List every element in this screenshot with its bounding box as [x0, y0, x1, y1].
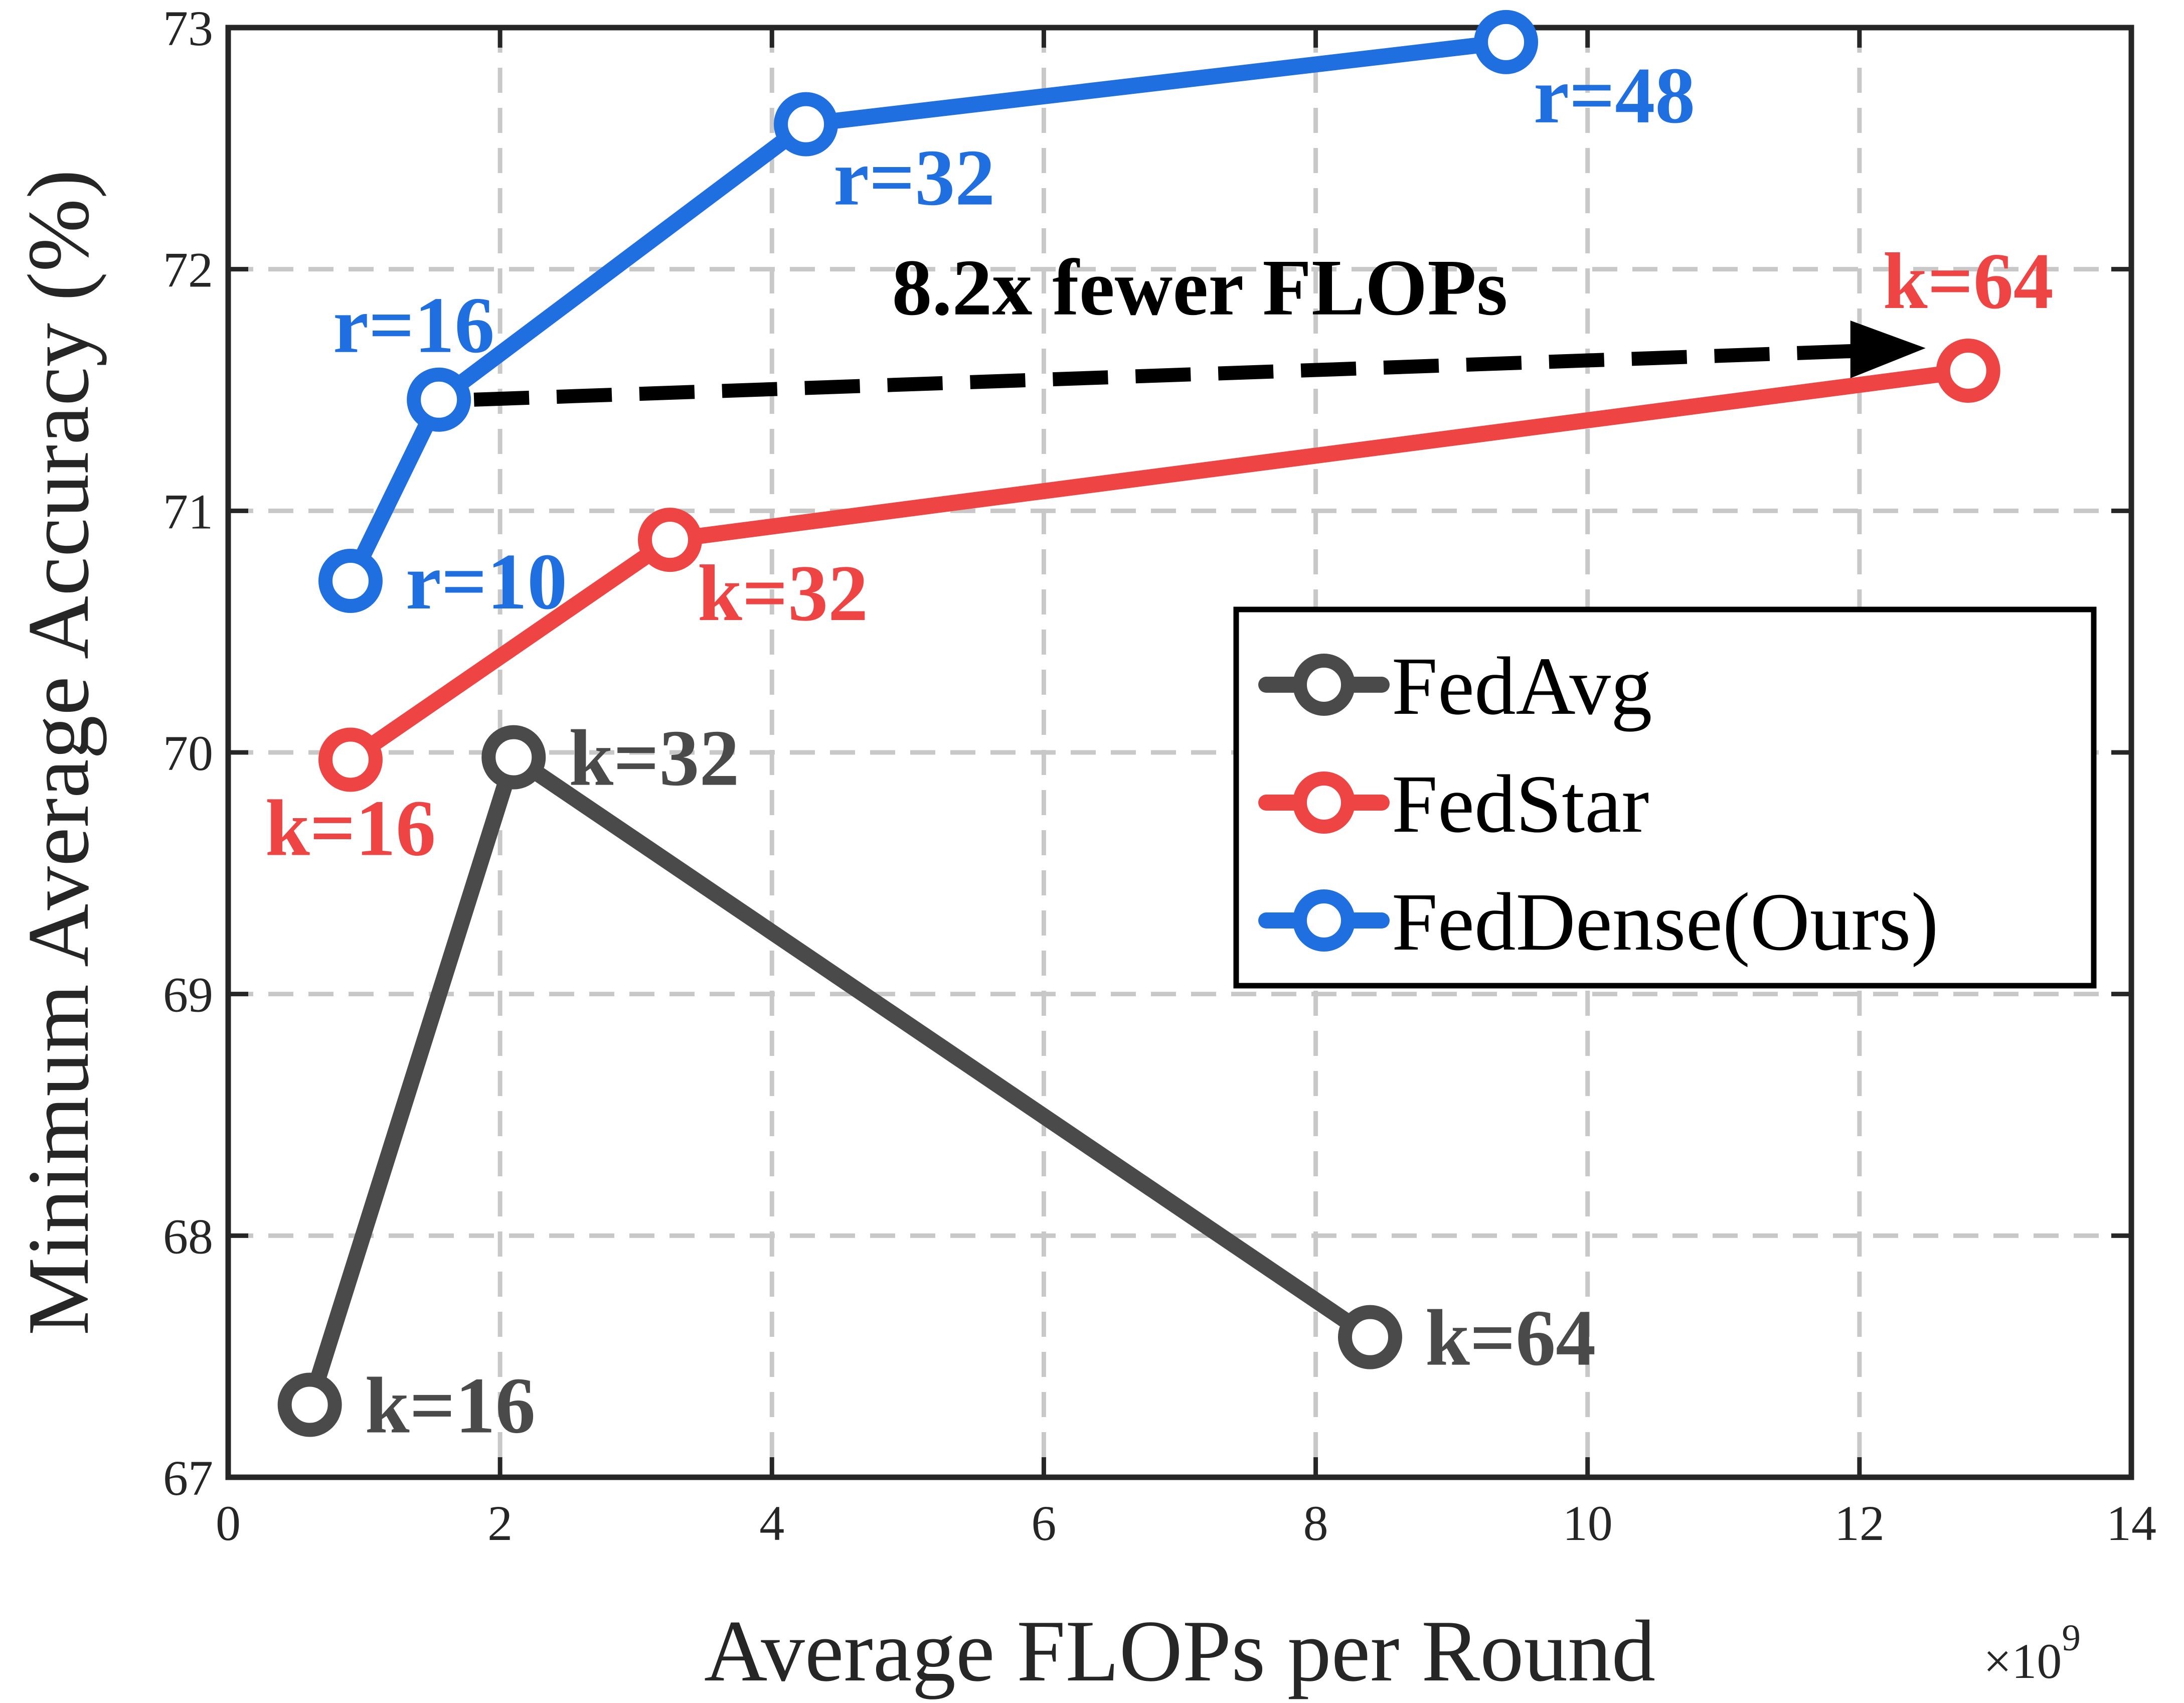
x-tick-label: 12 — [1834, 1495, 1885, 1551]
legend-marker — [1293, 654, 1355, 716]
data-point-label: k=16 — [365, 1361, 536, 1450]
x-exponent-base: ×10 — [1983, 1633, 2062, 1689]
y-axis-title: Minimum Average Accuracy (%) — [10, 170, 107, 1335]
data-point-label: k=32 — [698, 548, 868, 638]
y-tick-label: 67 — [163, 1450, 213, 1506]
data-point-marker — [318, 549, 383, 613]
annotation-arrow-line — [473, 343, 1881, 407]
series-layer — [277, 10, 2000, 1437]
series-line-FedAvg — [301, 749, 1378, 1413]
legend-marker — [1293, 889, 1355, 952]
data-point-label: r=48 — [1534, 51, 1695, 140]
data-point-marker — [481, 725, 546, 790]
annotation-text: 8.2x fewer FLOPs — [892, 243, 1507, 332]
point-labels: k=16 k=32 k=64 k=16 k=32 k=64 r=10 r=16 r=32 r=48 — [265, 51, 2054, 1450]
legend-label: FedAvg — [1392, 640, 1652, 732]
data-point-label: k=64 — [1883, 236, 2054, 326]
data-point-label: k=64 — [1425, 1293, 1596, 1382]
data-point-label: r=10 — [406, 537, 567, 626]
x-tick-label: 10 — [1563, 1495, 1613, 1551]
data-point-label: r=16 — [333, 280, 494, 370]
data-point-marker — [637, 508, 702, 572]
legend-label: FedDense(Ours) — [1392, 876, 1939, 968]
data-point-marker — [277, 1372, 342, 1437]
annotation: 8.2x fewer FLOPs — [473, 243, 1926, 407]
y-tick-label: 71 — [163, 484, 213, 539]
x-tick-label: 0 — [216, 1495, 241, 1551]
data-point-marker — [1936, 338, 2000, 403]
data-point-marker — [1474, 10, 1539, 74]
x-exponent-power: 9 — [2062, 1617, 2081, 1659]
data-point-marker — [318, 727, 383, 792]
x-exponent-label: ×109 — [1983, 1617, 2081, 1689]
x-tick-label: 2 — [487, 1495, 513, 1551]
x-tick-label: 14 — [2106, 1495, 2156, 1551]
x-tick-label: 6 — [1031, 1495, 1056, 1551]
annotation-arrowhead — [1850, 320, 1926, 378]
x-tick-label: 4 — [759, 1495, 784, 1551]
legend: FedAvg FedStar FedDense(Ours) — [1233, 606, 2097, 989]
legend-label: FedStar — [1392, 758, 1649, 850]
x-tick-label: 8 — [1303, 1495, 1328, 1551]
data-point-marker — [1338, 1305, 1402, 1369]
legend-marker — [1293, 771, 1355, 834]
data-point-marker — [407, 367, 471, 432]
data-point-label: k=16 — [265, 783, 436, 872]
y-tick-label: 72 — [163, 242, 213, 298]
y-tick-label: 70 — [163, 725, 213, 781]
data-point-label: k=32 — [569, 713, 739, 803]
data-point-marker — [774, 92, 838, 157]
x-axis-title: Average FLOPs per Round — [704, 1602, 1655, 1699]
y-tick-label: 68 — [163, 1208, 213, 1264]
data-point-label: r=32 — [833, 133, 995, 222]
y-tick-label: 69 — [163, 967, 213, 1023]
series-line-FedDense(Ours) — [342, 34, 1515, 589]
y-tick-label: 73 — [163, 1, 213, 56]
